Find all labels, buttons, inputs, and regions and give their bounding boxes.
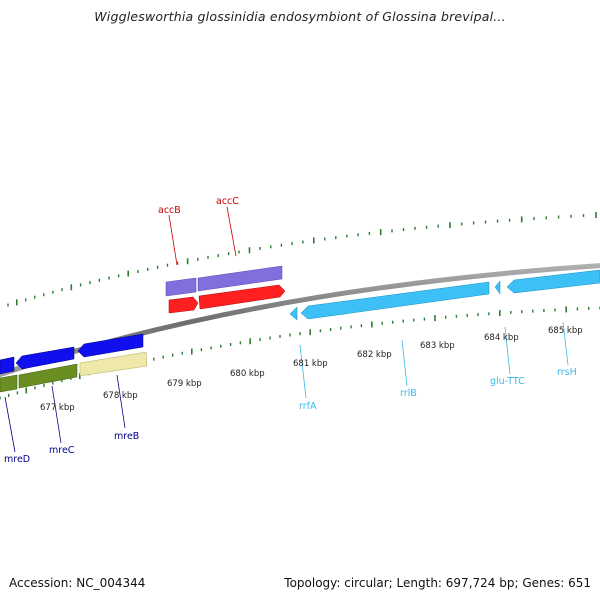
gene-arrow[interactable] xyxy=(79,351,148,377)
gene-label-mreB[interactable]: mreB xyxy=(114,431,139,442)
gene-arrow[interactable] xyxy=(300,281,490,320)
outer-tick-ring xyxy=(7,212,597,307)
genome-summary-text: Topology: circular; Length: 697,724 bp; … xyxy=(284,576,591,590)
gene-label-glu-TTC[interactable]: glu-TTC xyxy=(490,376,525,387)
forward-strand-genes xyxy=(165,265,286,314)
tick-label: 681 kbp xyxy=(293,359,328,369)
kbp-tick-labels: 677 kbp 678 kbp 679 kbp 680 kbp 681 kbp … xyxy=(40,326,583,413)
gene-arrow[interactable] xyxy=(18,363,78,389)
gene-arrow[interactable] xyxy=(494,280,501,295)
gene-arrow[interactable] xyxy=(168,296,199,314)
gene-arrow[interactable] xyxy=(197,265,283,292)
gene-arrow[interactable] xyxy=(165,277,197,297)
gene-arrow[interactable] xyxy=(0,374,18,393)
gene-label-rrsH[interactable]: rrsH xyxy=(557,367,577,378)
gene-labels: accB accC mreD mreC mreB rrfA rrlB glu-T… xyxy=(4,196,577,465)
gene-label-rrlB[interactable]: rrlB xyxy=(400,388,417,399)
gene-arrow[interactable] xyxy=(15,346,75,370)
gene-arrow[interactable] xyxy=(289,306,298,321)
tick-label: 678 kbp xyxy=(103,391,138,401)
tick-label: 677 kbp xyxy=(40,403,75,413)
accession-text: Accession: NC_004344 xyxy=(9,576,146,590)
gene-label-mreC[interactable]: mreC xyxy=(49,445,75,456)
gene-label-mreD[interactable]: mreD xyxy=(4,454,30,465)
gene-label-accB[interactable]: accB xyxy=(158,205,181,216)
tick-label: 684 kbp xyxy=(484,333,519,343)
map-title: Wigglesworthia glossinidia endosymbiont … xyxy=(94,9,506,24)
tick-label: 682 kbp xyxy=(357,350,392,360)
gene-arrow[interactable] xyxy=(0,356,15,375)
gene-leader-lines xyxy=(4,206,569,453)
left-genes xyxy=(0,333,148,393)
tick-label: 680 kbp xyxy=(230,369,265,379)
gene-arrow[interactable] xyxy=(506,269,600,294)
tick-label: 679 kbp xyxy=(167,379,202,389)
gene-label-rrfA[interactable]: rrfA xyxy=(299,401,317,412)
gene-arrow[interactable] xyxy=(77,333,144,358)
gene-label-accC[interactable]: accC xyxy=(216,196,239,207)
rrna-genes xyxy=(289,269,600,321)
tick-label: 683 kbp xyxy=(420,341,455,351)
gene-arrow[interactable] xyxy=(198,284,286,310)
tick-label: 685 kbp xyxy=(548,326,583,336)
